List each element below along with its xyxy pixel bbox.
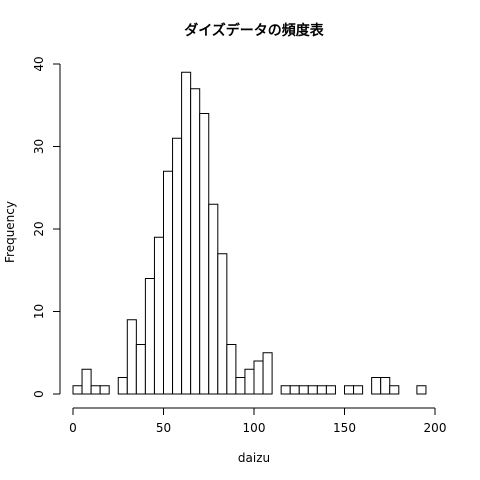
histogram-bar-190-195 bbox=[416, 385, 427, 395]
histogram-bar-30-35 bbox=[126, 319, 137, 395]
x-tick-label-200: 200 bbox=[424, 421, 447, 435]
histogram-bar-170-175 bbox=[380, 377, 391, 395]
histogram-bar-140-145 bbox=[325, 385, 336, 395]
histogram-bar-105-110 bbox=[262, 352, 273, 395]
x-axis: 0 50 100 150 200 bbox=[69, 407, 447, 435]
x-tick-label-0: 0 bbox=[69, 421, 77, 435]
histogram-bar-5-10 bbox=[81, 368, 92, 395]
histogram-bar-25-30 bbox=[117, 377, 128, 395]
histogram-bar-55-60 bbox=[172, 137, 183, 395]
histogram-bar-0-5 bbox=[72, 385, 83, 395]
x-axis-label: daizu bbox=[238, 451, 270, 465]
histogram-bar-15-20 bbox=[99, 385, 110, 395]
histogram-bar-35-40 bbox=[135, 344, 146, 395]
y-tick-label-10: 10 bbox=[32, 304, 46, 319]
histogram-bar-115-120 bbox=[280, 385, 291, 395]
y-tick-label-30: 30 bbox=[32, 139, 46, 154]
y-axis-label: Frequency bbox=[3, 201, 17, 263]
histogram-bar-175-180 bbox=[389, 385, 400, 395]
histogram-bar-80-85 bbox=[217, 253, 228, 395]
histogram-bar-155-160 bbox=[353, 385, 364, 395]
histogram-bar-85-90 bbox=[226, 344, 237, 395]
histogram-bar-40-45 bbox=[144, 278, 155, 395]
histogram-bar-165-170 bbox=[371, 377, 382, 395]
chart-title: ダイズデータの頻度表 bbox=[184, 22, 325, 39]
x-tick-label-100: 100 bbox=[243, 421, 266, 435]
histogram-bar-75-80 bbox=[208, 203, 219, 395]
histogram-bar-50-55 bbox=[163, 170, 174, 395]
histogram-bar-60-65 bbox=[181, 71, 192, 395]
histogram-bar-45-50 bbox=[153, 236, 164, 395]
histogram-bar-100-105 bbox=[253, 360, 264, 395]
bars-group bbox=[72, 71, 427, 395]
x-tick-label-150: 150 bbox=[333, 421, 356, 435]
y-tick-label-0: 0 bbox=[32, 390, 46, 398]
histogram-bar-135-140 bbox=[316, 385, 327, 395]
histogram-bar-130-135 bbox=[307, 385, 318, 395]
histogram-bar-120-125 bbox=[289, 385, 300, 395]
y-tick-label-40: 40 bbox=[32, 56, 46, 71]
histogram-bar-70-75 bbox=[199, 113, 210, 395]
histogram-bar-10-15 bbox=[90, 385, 101, 395]
x-tick-label-50: 50 bbox=[156, 421, 171, 435]
histogram-bar-65-70 bbox=[190, 88, 201, 395]
y-axis: 0 10 20 30 40 bbox=[32, 56, 61, 398]
y-tick-label-20: 20 bbox=[32, 221, 46, 236]
histogram-bar-90-95 bbox=[235, 377, 246, 395]
histogram-bar-95-100 bbox=[244, 368, 255, 395]
histogram-bar-150-155 bbox=[344, 385, 355, 395]
histogram-bar-125-130 bbox=[298, 385, 309, 395]
